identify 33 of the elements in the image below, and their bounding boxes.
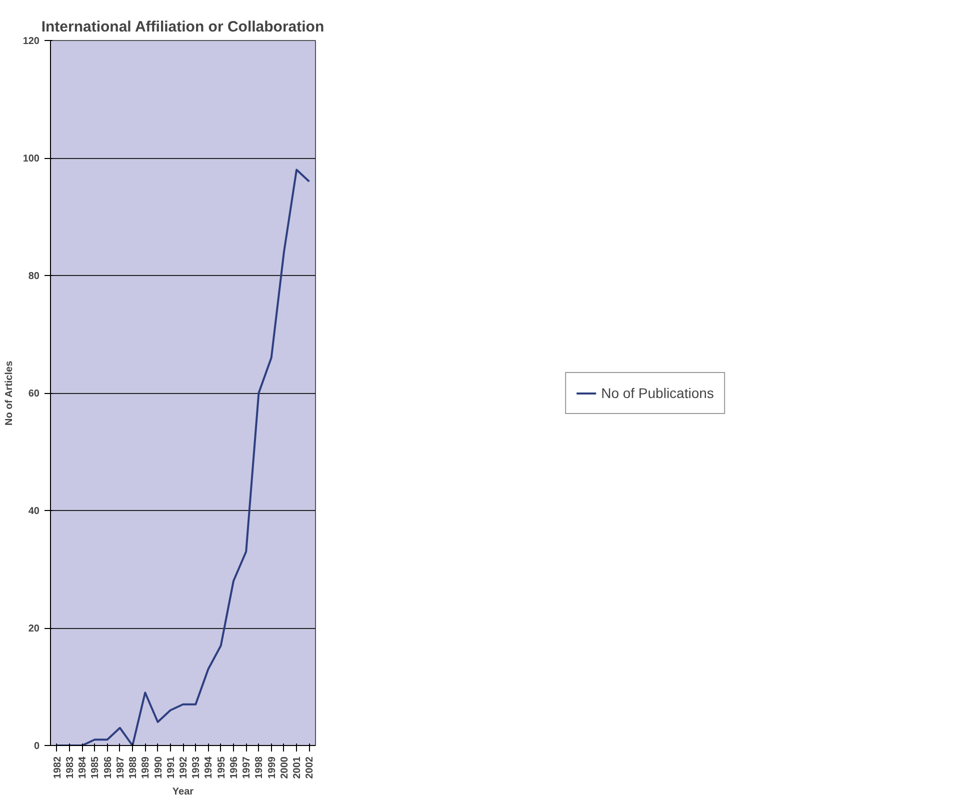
x-tick-label: 1997	[242, 756, 253, 779]
x-tick-label: 1998	[254, 756, 266, 779]
y-tick-label: 120	[22, 36, 40, 47]
y-tick-label: 100	[22, 154, 40, 164]
x-axis-title: Year	[172, 786, 194, 798]
x-tick-label: 1985	[90, 756, 102, 779]
legend-label: No of Publications	[601, 384, 714, 400]
x-tick-label: 1986	[102, 756, 114, 779]
x-tick-label: 1991	[166, 756, 177, 779]
y-tick-label: 20	[28, 624, 40, 634]
x-tick-label: 1990	[153, 756, 164, 779]
x-tick-label: 1989	[140, 756, 152, 779]
chart-title: International Affiliation or Collaboration	[41, 18, 324, 36]
x-tick-label: 1993	[191, 756, 202, 779]
y-tick-label: 60	[28, 388, 40, 400]
line-series	[56, 168, 310, 746]
y-tick-label: 0	[34, 741, 40, 752]
x-tick-label: 1987	[115, 756, 126, 779]
x-tick-label: 1995	[216, 756, 228, 779]
x-tick-label: 2000	[279, 756, 290, 779]
x-tick-label: 1984	[78, 756, 89, 779]
y-tick-label: 40	[28, 506, 40, 517]
x-tick-label: 2001	[292, 756, 304, 779]
x-tick-label: 1992	[178, 756, 190, 779]
x-tick-label: 1996	[228, 756, 240, 779]
x-tick-label: 1982	[52, 756, 64, 779]
y-axis-title: No of Articles	[4, 360, 15, 426]
x-tick-label: 2002	[304, 756, 316, 779]
x-tick-label: 1994	[204, 756, 215, 779]
y-tick-label: 80	[28, 271, 40, 282]
x-tick-label: 1988	[128, 756, 140, 779]
x-tick-label: 1999	[266, 756, 278, 779]
x-tick-label: 1983	[64, 756, 76, 779]
